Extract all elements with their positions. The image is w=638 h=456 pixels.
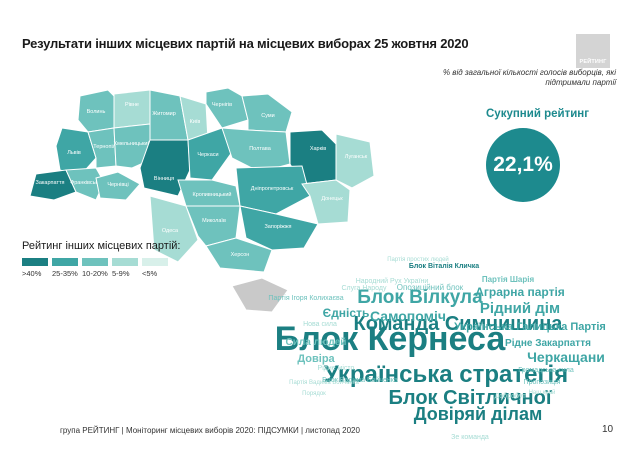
region-label: Закарпаття xyxy=(36,180,65,186)
region-label: Київ xyxy=(190,119,201,125)
region-label: Полтава xyxy=(249,146,271,152)
total-rating-value: 22,1% xyxy=(493,153,553,176)
region-23 xyxy=(239,205,319,251)
footer-text: група РЕЙТИНГ | Моніторинг місцевих вибо… xyxy=(60,426,360,435)
cloud-word: Довіра xyxy=(297,353,335,365)
cloud-word: Черкащани xyxy=(527,349,605,365)
region-label: Харків xyxy=(310,146,326,152)
region-label: Франківськ xyxy=(70,180,98,186)
footnote-percent-note: % від загальної кількості голосів виборц… xyxy=(442,68,616,87)
legend-swatch xyxy=(82,258,108,266)
cloud-word: Довіряй ділам xyxy=(414,404,543,424)
region-11 xyxy=(187,127,233,181)
cloud-word: Опозиційний блок xyxy=(397,283,464,292)
region-label: Донецьк xyxy=(321,196,343,202)
cloud-word: Порядок xyxy=(302,391,326,397)
cloud-word: Єдність xyxy=(323,306,370,320)
cloud-word: Слуга Народу xyxy=(341,285,387,292)
total-rating-circle: 22,1% xyxy=(486,128,560,202)
cloud-word: Наш край xyxy=(529,389,556,396)
cloud-word: Блок Віталія Кличка xyxy=(409,262,479,270)
legend-swatch xyxy=(112,258,138,266)
cloud-word: Партія Шарія xyxy=(482,275,535,284)
legend-label: 10-20% xyxy=(82,269,108,278)
total-rating-label: Сукупний рейтинг xyxy=(486,108,590,120)
region-label: Вінниця xyxy=(154,176,174,182)
region-label: Дніпропетровськ xyxy=(251,186,294,192)
region-label: Хмельницький xyxy=(113,140,150,147)
region-label: Чернігів xyxy=(212,102,232,108)
cloud-word: Громадська сила xyxy=(518,367,574,374)
region-17 xyxy=(95,171,141,201)
cloud-word: Самопоміч xyxy=(370,308,446,324)
region-15 xyxy=(29,169,77,201)
cloud-word: Партія Вадима Бойченка xyxy=(289,379,359,386)
cloud-word: Добробут xyxy=(494,392,526,400)
page-number: 10 xyxy=(602,424,614,435)
region-label: Запоріжжя xyxy=(264,224,291,230)
cloud-word: Блок Вілкула xyxy=(357,287,483,308)
cloud-word: Народний Рух України xyxy=(356,277,429,285)
region-label: Львів xyxy=(67,150,81,156)
legend-swatch xyxy=(52,258,78,266)
legend-label: 5-9% xyxy=(112,269,130,278)
region-20 xyxy=(301,179,351,225)
region-label: Херсон xyxy=(231,252,250,258)
cloud-word: Партія простих людей xyxy=(387,256,449,263)
rating-logo: РЕЙТИНГ xyxy=(576,34,610,68)
legend-label: >40% xyxy=(22,269,42,278)
cloud-word: Нова сила xyxy=(303,321,337,328)
legend-swatch xyxy=(22,258,48,266)
region-label: Тернопіль xyxy=(93,144,119,150)
region-24 xyxy=(205,237,273,273)
region-label: Волинь xyxy=(87,109,106,115)
region-label: Суми xyxy=(261,113,275,119)
cloud-word: Зе команда xyxy=(451,434,489,441)
region-label: Чернівці xyxy=(107,182,128,188)
legend-title: Рейтинг інших місцевих партій: xyxy=(22,240,181,252)
region-label: Рівне xyxy=(125,102,139,108)
region-21 xyxy=(149,195,199,263)
region-label: Одеса xyxy=(162,228,179,234)
cloud-word: Рідний дім xyxy=(480,300,560,317)
cloud-word: Партія Ігоря Колихаєва xyxy=(268,294,343,302)
cloud-word: Блок Світличної xyxy=(389,387,552,409)
region-label: Житомир xyxy=(152,111,176,117)
cloud-word: Рідне місто xyxy=(318,364,355,372)
crimea-region xyxy=(231,277,289,313)
region-14 xyxy=(335,133,375,189)
page-title: Результати інших місцевих партій на місц… xyxy=(22,36,469,51)
region-label: Луганськ xyxy=(345,154,368,160)
cloud-word: Українська стратегія xyxy=(324,361,568,388)
logo-text: РЕЙТИНГ xyxy=(579,59,607,65)
cloud-word: Сила людей xyxy=(286,337,347,348)
cloud-word: Блок Вадима Бойченка xyxy=(322,376,398,384)
legend-label: <5% xyxy=(142,269,158,278)
cloud-word: Пропозиція xyxy=(524,378,561,386)
cloud-word: Українська Галицька Партія xyxy=(454,321,606,333)
region-label: Черкаси xyxy=(197,152,218,158)
legend-label: 25-35% xyxy=(52,269,78,278)
region-8 xyxy=(87,127,117,169)
cloud-word: Команда Симчишина xyxy=(354,313,564,335)
cloud-word: Блок Кернеса xyxy=(275,320,507,358)
region-label: Миколаїв xyxy=(202,218,226,224)
region-label: Кропивницький xyxy=(193,191,232,198)
cloud-word: Рідне Закарпаття xyxy=(505,338,591,349)
cloud-word: Аграрна партія xyxy=(475,285,565,299)
legend-swatch xyxy=(142,258,168,266)
region-19 xyxy=(235,165,311,215)
